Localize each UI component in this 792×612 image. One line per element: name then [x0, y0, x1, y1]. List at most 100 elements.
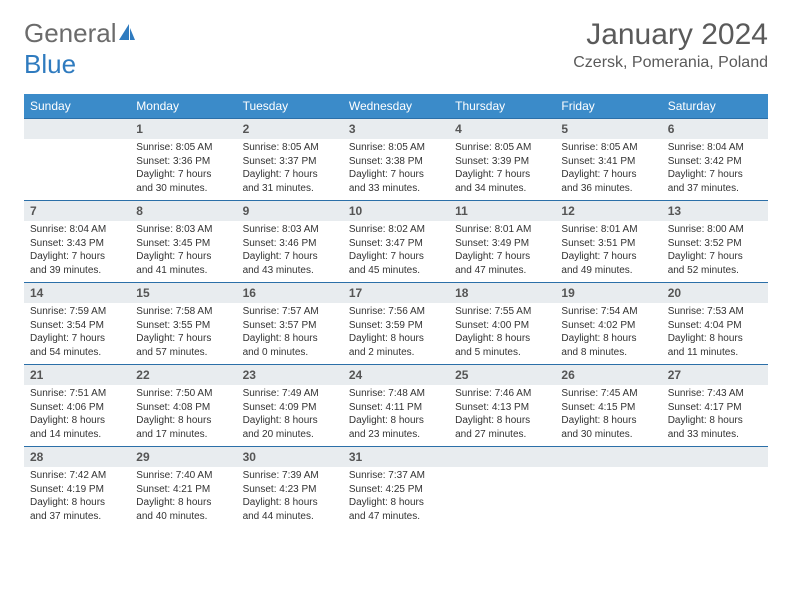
col-monday: Monday: [130, 94, 236, 118]
day-line: and 52 minutes.: [668, 264, 762, 278]
day-line: Daylight: 8 hours: [455, 332, 549, 346]
day-line: Sunset: 3:49 PM: [455, 237, 549, 251]
day-body: Sunrise: 7:57 AMSunset: 3:57 PMDaylight:…: [237, 303, 343, 363]
day-line: Sunrise: 7:59 AM: [30, 305, 124, 319]
week-row: 28Sunrise: 7:42 AMSunset: 4:19 PMDayligh…: [24, 446, 768, 528]
day-line: and 33 minutes.: [349, 182, 443, 196]
sail-icon: [117, 22, 137, 42]
day-body: Sunrise: 7:50 AMSunset: 4:08 PMDaylight:…: [130, 385, 236, 445]
day-line: Sunset: 3:45 PM: [136, 237, 230, 251]
day-number: [662, 446, 768, 467]
day-body: Sunrise: 8:00 AMSunset: 3:52 PMDaylight:…: [662, 221, 768, 281]
day-line: Daylight: 8 hours: [561, 414, 655, 428]
day-body: Sunrise: 8:05 AMSunset: 3:38 PMDaylight:…: [343, 139, 449, 199]
day-line: Sunset: 3:54 PM: [30, 319, 124, 333]
logo-part1: General: [24, 18, 117, 48]
day-cell: 18Sunrise: 7:55 AMSunset: 4:00 PMDayligh…: [449, 282, 555, 364]
day-line: Sunrise: 7:45 AM: [561, 387, 655, 401]
day-cell: 13Sunrise: 8:00 AMSunset: 3:52 PMDayligh…: [662, 200, 768, 282]
day-line: Sunrise: 7:55 AM: [455, 305, 549, 319]
day-line: and 31 minutes.: [243, 182, 337, 196]
day-line: and 34 minutes.: [455, 182, 549, 196]
day-line: Daylight: 8 hours: [136, 414, 230, 428]
day-number: 2: [237, 118, 343, 139]
day-number: 9: [237, 200, 343, 221]
day-body: Sunrise: 8:04 AMSunset: 3:42 PMDaylight:…: [662, 139, 768, 199]
day-line: and 43 minutes.: [243, 264, 337, 278]
day-cell: 4Sunrise: 8:05 AMSunset: 3:39 PMDaylight…: [449, 118, 555, 200]
day-body: Sunrise: 7:37 AMSunset: 4:25 PMDaylight:…: [343, 467, 449, 527]
day-line: Sunrise: 7:50 AM: [136, 387, 230, 401]
day-line: and 44 minutes.: [243, 510, 337, 524]
day-number: 4: [449, 118, 555, 139]
day-cell: 25Sunrise: 7:46 AMSunset: 4:13 PMDayligh…: [449, 364, 555, 446]
day-line: Sunset: 4:19 PM: [30, 483, 124, 497]
day-line: Sunset: 3:57 PM: [243, 319, 337, 333]
day-line: Daylight: 8 hours: [349, 496, 443, 510]
day-cell: 10Sunrise: 8:02 AMSunset: 3:47 PMDayligh…: [343, 200, 449, 282]
day-line: Sunrise: 8:05 AM: [349, 141, 443, 155]
day-line: Sunrise: 7:53 AM: [668, 305, 762, 319]
day-line: Sunrise: 8:05 AM: [561, 141, 655, 155]
day-body: Sunrise: 8:05 AMSunset: 3:37 PMDaylight:…: [237, 139, 343, 199]
day-number: 31: [343, 446, 449, 467]
day-number: [24, 118, 130, 139]
day-line: Sunset: 3:55 PM: [136, 319, 230, 333]
day-line: Sunset: 3:47 PM: [349, 237, 443, 251]
day-line: Sunrise: 7:51 AM: [30, 387, 124, 401]
day-body: Sunrise: 7:56 AMSunset: 3:59 PMDaylight:…: [343, 303, 449, 363]
day-body: Sunrise: 8:04 AMSunset: 3:43 PMDaylight:…: [24, 221, 130, 281]
day-cell: 9Sunrise: 8:03 AMSunset: 3:46 PMDaylight…: [237, 200, 343, 282]
day-line: Daylight: 7 hours: [243, 250, 337, 264]
col-sunday: Sunday: [24, 94, 130, 118]
day-body: Sunrise: 8:05 AMSunset: 3:41 PMDaylight:…: [555, 139, 661, 199]
day-body: Sunrise: 8:03 AMSunset: 3:46 PMDaylight:…: [237, 221, 343, 281]
day-number: [555, 446, 661, 467]
day-body: [24, 139, 130, 145]
day-number: 16: [237, 282, 343, 303]
day-line: Sunrise: 8:05 AM: [455, 141, 549, 155]
day-cell: [662, 446, 768, 528]
day-line: Sunrise: 7:56 AM: [349, 305, 443, 319]
day-number: 15: [130, 282, 236, 303]
day-number: 13: [662, 200, 768, 221]
day-line: and 30 minutes.: [136, 182, 230, 196]
day-line: and 37 minutes.: [30, 510, 124, 524]
day-line: Sunrise: 8:03 AM: [136, 223, 230, 237]
col-saturday: Saturday: [662, 94, 768, 118]
day-body: Sunrise: 8:05 AMSunset: 3:39 PMDaylight:…: [449, 139, 555, 199]
week-row: 21Sunrise: 7:51 AMSunset: 4:06 PMDayligh…: [24, 364, 768, 446]
day-body: Sunrise: 7:54 AMSunset: 4:02 PMDaylight:…: [555, 303, 661, 363]
day-number: 3: [343, 118, 449, 139]
day-cell: 26Sunrise: 7:45 AMSunset: 4:15 PMDayligh…: [555, 364, 661, 446]
day-line: Daylight: 8 hours: [243, 496, 337, 510]
day-line: Daylight: 7 hours: [30, 250, 124, 264]
day-line: Sunset: 3:43 PM: [30, 237, 124, 251]
day-line: and 49 minutes.: [561, 264, 655, 278]
day-line: Sunrise: 7:37 AM: [349, 469, 443, 483]
day-line: Sunset: 4:25 PM: [349, 483, 443, 497]
day-cell: 2Sunrise: 8:05 AMSunset: 3:37 PMDaylight…: [237, 118, 343, 200]
col-thursday: Thursday: [449, 94, 555, 118]
day-line: and 45 minutes.: [349, 264, 443, 278]
day-line: Sunrise: 8:03 AM: [243, 223, 337, 237]
logo-part2: Blue: [24, 49, 76, 79]
day-line: Daylight: 8 hours: [349, 332, 443, 346]
day-body: [555, 467, 661, 473]
day-line: Sunset: 4:21 PM: [136, 483, 230, 497]
day-line: Sunset: 3:36 PM: [136, 155, 230, 169]
day-line: Sunset: 4:17 PM: [668, 401, 762, 415]
day-cell: [449, 446, 555, 528]
day-line: Daylight: 7 hours: [136, 168, 230, 182]
day-cell: 30Sunrise: 7:39 AMSunset: 4:23 PMDayligh…: [237, 446, 343, 528]
day-line: Daylight: 7 hours: [455, 250, 549, 264]
day-body: Sunrise: 8:03 AMSunset: 3:45 PMDaylight:…: [130, 221, 236, 281]
day-line: Sunrise: 8:04 AM: [30, 223, 124, 237]
col-tuesday: Tuesday: [237, 94, 343, 118]
day-body: Sunrise: 8:02 AMSunset: 3:47 PMDaylight:…: [343, 221, 449, 281]
day-line: Daylight: 7 hours: [668, 168, 762, 182]
day-cell: 16Sunrise: 7:57 AMSunset: 3:57 PMDayligh…: [237, 282, 343, 364]
day-line: Sunset: 3:52 PM: [668, 237, 762, 251]
day-number: 1: [130, 118, 236, 139]
day-line: Sunrise: 8:05 AM: [243, 141, 337, 155]
